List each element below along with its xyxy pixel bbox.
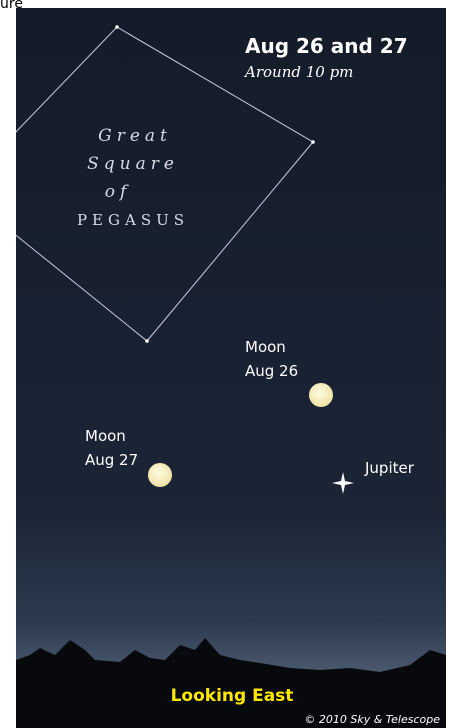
- constellation-label: PEGASUS: [77, 211, 189, 229]
- title: Aug 26 and 27: [245, 34, 408, 58]
- subtitle: Around 10 pm: [243, 63, 353, 81]
- moon: [148, 463, 172, 487]
- object-label: Jupiter: [364, 459, 415, 477]
- object-label: Aug 27: [85, 451, 138, 469]
- page: ure Aug 26 and 27 Around 10 pm Great Squ…: [0, 0, 458, 728]
- moon: [309, 383, 333, 407]
- direction-label: Looking East: [171, 686, 294, 706]
- object-label: Aug 26: [245, 362, 298, 380]
- constellation-label: Great: [98, 126, 172, 146]
- credit: © 2010 Sky & Telescope: [304, 713, 440, 726]
- object-label: Moon: [245, 338, 286, 356]
- constellation-label: Square: [87, 154, 179, 174]
- sky-scene: [0, 8, 446, 728]
- object-label: Moon: [85, 427, 126, 445]
- sky: [16, 8, 446, 728]
- constellation-label: of: [105, 182, 132, 202]
